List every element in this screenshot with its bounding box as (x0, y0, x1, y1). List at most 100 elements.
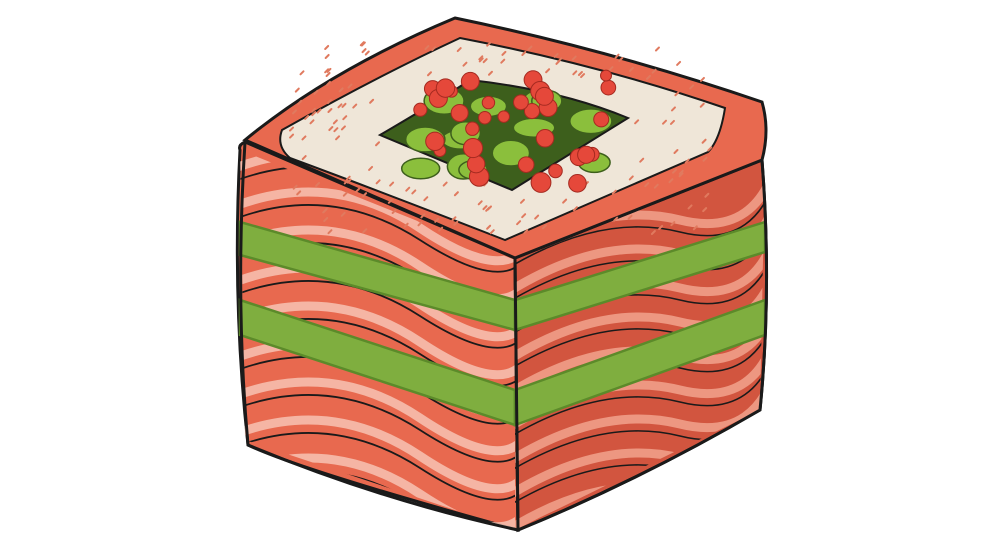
rice-speck (704, 192, 710, 198)
rice-speck (313, 89, 319, 95)
rice-speck (687, 204, 693, 210)
rice-speck (341, 102, 347, 108)
rice-speck (668, 178, 674, 184)
rice-speck (424, 45, 430, 51)
rice-speck (689, 84, 695, 90)
rice-speck (368, 165, 374, 171)
rice-speck (426, 71, 432, 77)
salmon-stripe-line (515, 161, 765, 271)
rice-speck (611, 189, 617, 195)
rice-speck (431, 46, 437, 52)
rice-speck (434, 217, 440, 223)
roe-bead (435, 78, 456, 98)
rice-speck (326, 80, 332, 86)
rice-speck (292, 184, 298, 190)
roe-bead (460, 71, 480, 91)
rice-speck (521, 50, 527, 56)
rice-speck (628, 66, 634, 72)
rice-speck (670, 221, 676, 227)
rice-speck (645, 74, 651, 80)
salmon-stripe (240, 187, 515, 266)
rice-speck (678, 172, 684, 178)
roe-bead (600, 79, 617, 96)
rice-speck (486, 205, 492, 211)
rice-speck (423, 196, 429, 202)
rice-speck (289, 126, 295, 132)
rice-speck (442, 181, 448, 187)
rice-speck (699, 102, 705, 108)
rice-speck (304, 114, 310, 120)
rice-speck (670, 106, 676, 112)
salmon-stripe-line (240, 432, 515, 501)
rice-speck (311, 111, 317, 117)
rice-speck (553, 52, 559, 58)
rice-speck (375, 179, 381, 185)
rice-speck (362, 192, 368, 198)
rice-speck (572, 70, 578, 76)
rice-speck (672, 168, 678, 174)
rice-speck (669, 119, 675, 125)
rice-speck (699, 76, 705, 82)
rice-speck (333, 127, 339, 133)
rice-speck (375, 141, 381, 147)
rice-speck (324, 68, 330, 74)
rice-speck (486, 224, 492, 230)
rice-speck (326, 98, 332, 104)
roe-bead (517, 156, 535, 173)
rice-speck (296, 190, 302, 196)
rice-speck (332, 119, 338, 125)
rice-speck (516, 220, 522, 226)
rice-speck (438, 226, 444, 232)
rice-speck (301, 135, 307, 141)
rice-speck (309, 119, 315, 125)
rice-speck (644, 182, 650, 188)
rice-speck (486, 41, 492, 47)
rice-speck (673, 148, 679, 154)
rice-speck (534, 214, 540, 220)
rice-speck (651, 68, 657, 74)
rice-speck (327, 229, 333, 235)
salmon-stripe (240, 301, 515, 380)
rice-speck (650, 230, 656, 236)
roe-bead (600, 69, 612, 82)
rice-speck (342, 115, 348, 121)
roe-bead (465, 121, 480, 136)
roe-bead (548, 163, 563, 179)
rice-speck (292, 109, 298, 115)
rice-speck (360, 41, 366, 47)
rice-speck (658, 224, 664, 230)
rice-speck (702, 207, 708, 213)
rice-speck (555, 59, 561, 65)
rice-speck (628, 175, 634, 181)
roe-bead (425, 131, 445, 152)
rice-speck (391, 208, 397, 214)
rice-speck (405, 186, 411, 192)
rice-speck (337, 103, 343, 109)
roe-bead (534, 86, 554, 106)
roe-bead (450, 103, 469, 122)
rice-speck (335, 135, 341, 141)
rice-speck (701, 138, 707, 144)
roe-bead (577, 145, 596, 164)
rice-speck (562, 198, 568, 204)
rice-speck (478, 57, 484, 63)
rice-speck (500, 58, 506, 64)
rice-speck (580, 73, 586, 79)
rice-speck (342, 191, 348, 197)
roe-bead (497, 110, 511, 123)
rice-speck (613, 216, 619, 222)
rice-speck (684, 158, 690, 164)
roe-bead (535, 129, 555, 148)
salmon-stripe-line (240, 394, 515, 463)
rice-speck (489, 229, 495, 235)
rice-speck (634, 119, 640, 125)
rice-speck (527, 45, 533, 51)
rice-speck (482, 58, 488, 64)
roe-bead (462, 137, 484, 159)
rice-speck (364, 50, 370, 56)
rice-speck (289, 133, 295, 139)
rice-speck (299, 70, 305, 76)
rice-speck (487, 70, 493, 76)
rice-speck (359, 41, 365, 47)
